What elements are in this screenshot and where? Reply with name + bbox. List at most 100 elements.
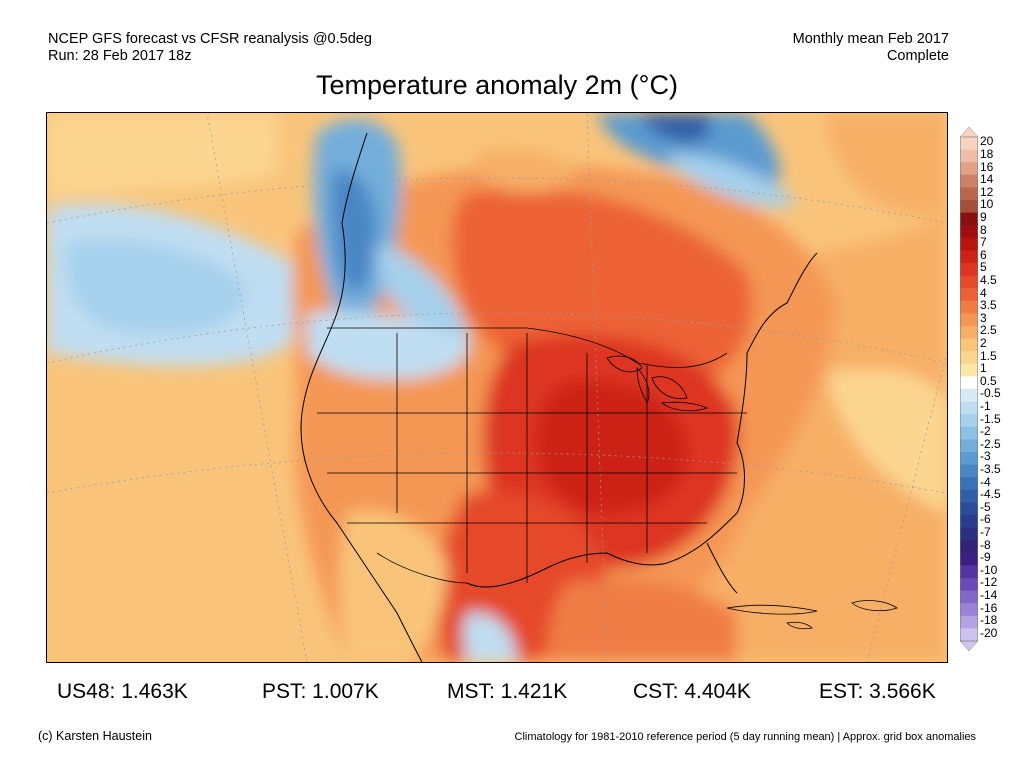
colorbar-label: -2 [980,424,991,439]
colorbar-swatch [960,376,978,390]
colorbar-label: 6 [980,247,987,262]
colorbar-label: -16 [980,600,998,615]
colorbar-swatch [960,288,978,302]
colorbar-label: -1.5 [980,411,1001,426]
colorbar-swatch [960,250,978,264]
colorbar-label: -10 [980,562,998,577]
colorbar-swatch [960,187,978,201]
colorbar-swatch [960,389,978,403]
colorbar-label: -0.5 [980,386,1001,401]
colorbar-swatch [960,464,978,478]
period-info: Monthly mean Feb 2017 Complete [793,31,949,65]
colorbar-label: 12 [980,184,994,199]
colorbar-label: -20 [980,625,998,640]
colorbar-swatch [960,351,978,365]
colorbar-swatch [960,137,978,151]
colorbar-label: -9 [980,550,991,565]
period-description: Monthly mean Feb 2017 [792,31,949,47]
colorbar-swatch [960,527,978,541]
colorbar-label: 18 [980,147,994,161]
colorbar-label: 14 [980,172,994,187]
colorbar-swatch [960,515,978,529]
graticule-lines [47,113,947,662]
copyright: (c) Karsten Haustein [38,729,152,743]
colorbar-swatch [960,590,978,604]
stat-est: EST: 3.566K [819,680,936,703]
colorbar-label: 10 [980,197,994,212]
model-info: NCEP GFS forecast vs CFSR reanalysis @0.… [48,31,372,65]
stat-pst: PST: 1.007K [262,680,379,703]
colorbar-label: -1 [980,399,991,413]
colorbar-swatch [960,426,978,440]
colorbar-swatch [960,615,978,629]
stat-us48: US48: 1.463K [57,680,188,703]
colorbar-swatch [960,162,978,176]
colorbar-label: 3.5 [980,298,997,313]
colorbar-labels: 20 18 16 14 12 10 9 8 7 6 5 4.5 4 3.5 3 2.5 2 1.5 1 0.5 -0.5… [980,127,1024,651]
anomaly-map [46,112,948,663]
colorbar-label: 1.5 [980,348,997,363]
colorbar-label: -12 [980,575,998,590]
colorbar-swatch [960,326,978,340]
colorbar-bottom-arrow [960,640,978,651]
climatology-note: Climatology for 1981-2010 reference peri… [514,731,976,743]
colorbar-label: -4 [980,474,991,489]
colorbar-swatch [960,578,978,592]
colorbar-label: -14 [980,588,998,602]
colorbar-label: -3.5 [980,462,1001,476]
colorbar-swatch [960,149,978,163]
colorbar-label: 2.5 [980,323,997,338]
colorbar-swatch [960,212,978,226]
colorbar-swatch [960,477,978,491]
colorbar-label: -4.5 [980,487,1001,502]
colorbar-label: 4.5 [980,273,997,287]
colorbar-label: -18 [980,613,998,628]
colorbar-label: 9 [980,210,987,224]
colorbar-label: 20 [980,134,994,149]
colorbar-swatch [960,263,978,277]
colorbar-label: 16 [980,159,994,174]
colorbar-label: -5 [980,499,991,514]
colorbar-top-arrow [960,127,978,138]
colorbar-swatch [960,237,978,251]
colorbar-label: 7 [980,235,987,250]
colorbar-label: -2.5 [980,436,1001,451]
colorbar-label: 3 [980,310,987,325]
stat-mst: MST: 1.421K [447,680,568,703]
colorbar-swatch [960,401,978,415]
colorbar-swatch [960,489,978,503]
coastline [300,132,818,662]
period-status: Complete [886,48,949,64]
map-title: Temperature anomaly 2m (°C) [316,70,678,100]
colorbar-label: 2 [980,336,987,350]
colorbar-label: 4 [980,285,987,300]
colorbar-swatch [960,452,978,466]
colorbar-swatch [960,363,978,377]
colorbar-swatch [960,313,978,327]
colorbar-label: 0.5 [980,373,997,388]
colorbar [960,127,978,651]
colorbar-swatch [960,338,978,352]
colorbar-frame [960,136,978,642]
colorbar-swatch [960,565,978,579]
model-run-time: Run: 28 Feb 2017 18z [48,48,192,64]
caribbean-islands [726,600,898,630]
colorbar-swatch [960,300,978,314]
colorbar-label: 5 [980,260,987,275]
colorbar-swatch [960,200,978,214]
model-run-description: NCEP GFS forecast vs CFSR reanalysis @0.… [48,31,372,47]
colorbar-swatch [960,225,978,239]
stat-cst: CST: 4.404K [633,680,751,703]
colorbar-swatch [960,275,978,289]
colorbar-label: -3 [980,449,991,464]
colorbar-swatch [960,628,978,642]
colorbar-label: -8 [980,537,991,552]
political-borders [317,327,747,584]
colorbar-swatch [960,603,978,617]
colorbar-label: 8 [980,222,987,237]
colorbar-swatch [960,174,978,188]
colorbar-label: -7 [980,525,991,539]
colorbar-swatch [960,439,978,453]
colorbar-swatch [960,502,978,516]
colorbar-swatch [960,552,978,566]
